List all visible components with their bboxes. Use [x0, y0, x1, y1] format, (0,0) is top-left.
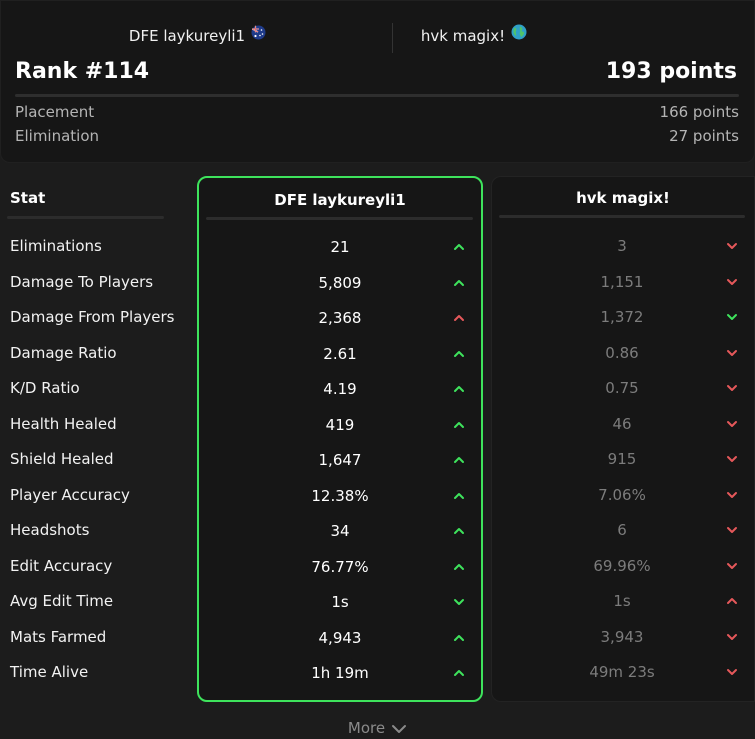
stat-label: Time Alive — [10, 663, 89, 681]
chevron-down-icon — [727, 385, 737, 391]
placement-value: 166 points — [659, 103, 739, 121]
more-label: More — [347, 719, 386, 737]
total-points: 193 points — [605, 59, 737, 84]
chevron-up-icon — [454, 244, 464, 250]
player1-stat-value: 419 — [325, 416, 355, 434]
player2-column-header: hvk magix! — [576, 189, 670, 207]
chevron-down-icon — [727, 492, 737, 498]
player2-stat-value: 0.75 — [605, 379, 639, 397]
player1-stat-value: 21 — [330, 238, 350, 256]
player2-stat-value: 1s — [613, 592, 631, 610]
player1-column-header: DFE laykureyli1 — [274, 191, 406, 209]
player2-stat-value: 7.06% — [598, 486, 646, 504]
player2-stat-value: 69.96% — [593, 557, 651, 575]
stat-label: Mats Farmed — [10, 628, 107, 646]
chevron-up-icon — [454, 422, 464, 428]
player2-stat-value: 1,372 — [600, 308, 644, 326]
chevron-down-icon — [727, 350, 737, 356]
more-button[interactable]: More — [0, 719, 755, 737]
players-row: DFE laykureyli1 hvk magix! — [1, 21, 755, 51]
player1-header-underline — [206, 217, 473, 220]
stat-label: Damage From Players — [10, 308, 175, 326]
player2-stat-value: 3 — [617, 237, 627, 255]
player1-stat-value: 1,647 — [318, 451, 362, 469]
summary-divider — [15, 94, 739, 97]
stat-label: Shield Healed — [10, 450, 114, 468]
chevron-down-icon — [727, 243, 737, 249]
chevron-up-icon — [454, 280, 464, 286]
chevron-up-icon — [727, 598, 737, 604]
stat-label: Edit Accuracy — [10, 557, 113, 575]
player2-stat-value: 915 — [607, 450, 637, 468]
placement-label: Placement — [15, 103, 95, 121]
elimination-label: Elimination — [15, 127, 100, 145]
chevron-up-icon — [454, 528, 464, 534]
chevron-down-icon — [454, 599, 464, 605]
player-divider — [392, 23, 393, 53]
player1-stat-value: 2.61 — [323, 345, 357, 363]
chevron-up-icon — [454, 457, 464, 463]
player2-name[interactable]: hvk magix! — [244, 21, 704, 51]
chevron-up-icon — [454, 315, 464, 321]
player2-stat-value: 1,151 — [600, 273, 644, 291]
player1-stat-value: 2,368 — [318, 309, 362, 327]
player1-stat-value: 1s — [331, 593, 349, 611]
player2-name-label: hvk magix! — [420, 27, 506, 45]
stat-header-underline — [7, 216, 164, 219]
chevron-up-icon — [454, 351, 464, 357]
player2-header-underline — [499, 215, 745, 218]
chevron-down-icon — [727, 314, 737, 320]
australia-flag-icon — [251, 20, 266, 50]
chevron-up-icon — [454, 493, 464, 499]
stat-label: Damage Ratio — [10, 344, 117, 362]
elimination-value: 27 points — [669, 127, 739, 145]
chevron-down-icon — [392, 724, 407, 733]
chevron-down-icon — [727, 279, 737, 285]
chevron-down-icon — [727, 563, 737, 569]
chevron-down-icon — [727, 456, 737, 462]
chevron-down-icon — [727, 421, 737, 427]
player1-stat-value: 34 — [330, 522, 350, 540]
summary-card: DFE laykureyli1 hvk magix! — [0, 0, 755, 163]
chevron-up-icon — [454, 564, 464, 570]
player1-stats-column — [197, 176, 483, 702]
elimination-row: Elimination 27 points — [15, 125, 739, 147]
player1-name-label: DFE laykureyli1 — [128, 27, 246, 45]
player1-stat-value: 76.77% — [311, 558, 369, 576]
stat-column-header: Stat — [10, 189, 46, 207]
stat-label: Health Healed — [10, 415, 117, 433]
chevron-down-icon — [727, 634, 737, 640]
player1-stat-value: 12.38% — [311, 487, 369, 505]
player2-stat-value: 6 — [617, 521, 627, 539]
placement-row: Placement 166 points — [15, 101, 739, 123]
chevron-up-icon — [454, 386, 464, 392]
stat-label: Player Accuracy — [10, 486, 130, 504]
stat-label: Headshots — [10, 521, 90, 539]
player1-stat-value: 4.19 — [323, 380, 357, 398]
player2-stat-value: 0.86 — [605, 344, 639, 362]
player1-stat-value: 1h 19m — [311, 664, 369, 682]
player2-stat-value: 46 — [612, 415, 632, 433]
player1-stat-value: 4,943 — [318, 629, 362, 647]
chevron-up-icon — [454, 670, 464, 676]
player2-stat-value: 3,943 — [600, 628, 644, 646]
player1-name[interactable]: DFE laykureyli1 — [1, 21, 394, 51]
player1-stat-value: 5,809 — [318, 274, 362, 292]
rank-label: Rank #114 — [15, 59, 150, 84]
stat-label: Avg Edit Time — [10, 592, 114, 610]
chevron-up-icon — [454, 635, 464, 641]
chevron-down-icon — [727, 669, 737, 675]
player2-stat-value: 49m 23s — [589, 663, 655, 681]
stat-label: K/D Ratio — [10, 379, 80, 397]
chevron-down-icon — [727, 527, 737, 533]
stat-label: Damage To Players — [10, 273, 154, 291]
globe-icon — [511, 20, 527, 50]
stat-label: Eliminations — [10, 237, 102, 255]
